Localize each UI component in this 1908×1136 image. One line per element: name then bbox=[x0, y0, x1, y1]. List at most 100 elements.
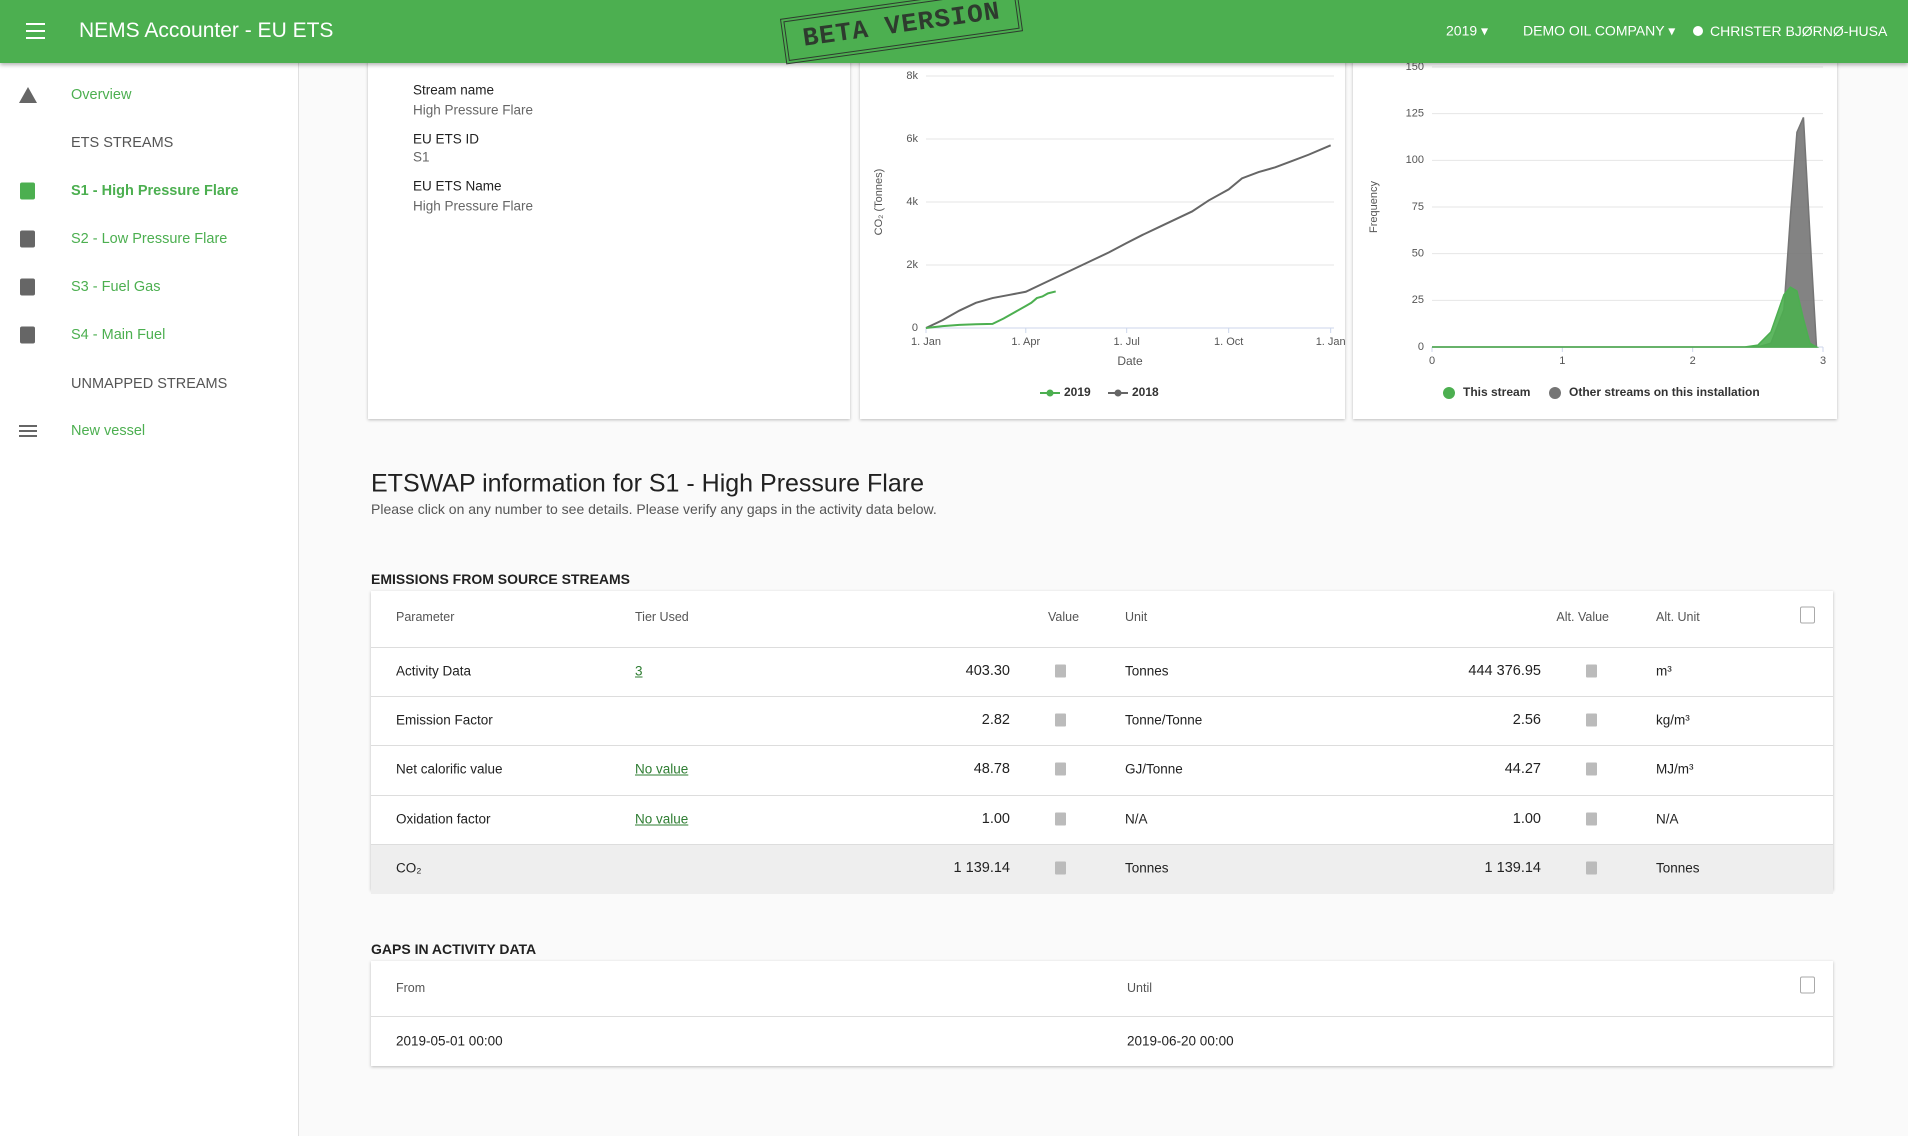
copy-icon[interactable] bbox=[1055, 861, 1066, 875]
y-tick-label: 0 bbox=[1418, 341, 1424, 353]
export-icon[interactable] bbox=[1800, 976, 1815, 994]
table-cell[interactable]: 2.82 bbox=[981, 712, 1010, 729]
gaps-table: From Until 2019-05-01 00:00 2019-06-20 00:0… bbox=[371, 961, 1833, 1066]
table-row bbox=[371, 843, 1833, 894]
table-cell: 2019-06-20 00:00 bbox=[1127, 1033, 1234, 1049]
year: 2019 bbox=[1446, 22, 1478, 39]
year-select[interactable]: 2019 ▾ bbox=[1446, 22, 1489, 39]
x-tick-label: 1. Jul bbox=[1114, 336, 1140, 348]
y-tick-label: 75 bbox=[1412, 201, 1424, 213]
table-cell: Tonnes bbox=[1125, 663, 1169, 679]
x-axis-title: Date bbox=[1117, 354, 1143, 368]
table-cell: N/A bbox=[1656, 811, 1679, 827]
table-row bbox=[371, 647, 1833, 697]
doc-icon bbox=[20, 326, 35, 344]
y-axis-title: CO₂ (Tonnes) bbox=[873, 169, 885, 236]
table-row bbox=[371, 794, 1833, 845]
y-tick-label: 25 bbox=[1412, 294, 1424, 306]
beta-stamp: BETA VERSION bbox=[779, 0, 1024, 65]
copy-icon[interactable] bbox=[1586, 861, 1597, 875]
copy-icon[interactable] bbox=[1586, 713, 1597, 727]
y-tick-label: 150 bbox=[1406, 61, 1424, 73]
table-cell[interactable]: 44.27 bbox=[1504, 761, 1541, 778]
copy-icon[interactable] bbox=[1055, 664, 1066, 678]
tier-link[interactable]: No value bbox=[635, 761, 689, 777]
series-line bbox=[925, 290, 1056, 329]
legend-label: Other streams on this installation bbox=[1569, 385, 1760, 399]
table-cell: kg/m³ bbox=[1656, 712, 1690, 728]
export-icon[interactable] bbox=[1800, 606, 1815, 624]
copy-icon[interactable] bbox=[1055, 713, 1066, 727]
table-cell[interactable]: 1 139.14 bbox=[953, 859, 1010, 876]
y-tick-label: 0 bbox=[912, 322, 918, 334]
x-tick-label: 2 bbox=[1690, 355, 1696, 367]
table-cell[interactable]: 2.56 bbox=[1512, 712, 1541, 729]
emissions-table: Parameter Tier Used Value Unit Alt. Value Alt… bbox=[371, 591, 1833, 894]
legend-marker bbox=[1046, 389, 1054, 397]
column-header: Parameter bbox=[396, 610, 455, 624]
y-tick-label: 50 bbox=[1412, 248, 1424, 260]
legend-marker bbox=[1114, 389, 1122, 397]
nav-link[interactable]: S1 - High Pressure Flare bbox=[71, 183, 239, 199]
field-label: EU ETS Name bbox=[413, 178, 502, 194]
table-cell: Net calorific value bbox=[396, 761, 503, 777]
doc-icon bbox=[20, 278, 35, 296]
column-header: Alt. Unit bbox=[1656, 610, 1700, 624]
table-cell[interactable]: 444 376.95 bbox=[1468, 663, 1541, 679]
x-tick-label: 1. Jan bbox=[1316, 336, 1346, 348]
column-header: Alt. Value bbox=[1556, 610, 1609, 624]
company-select[interactable]: DEMO OIL COMPANY ▾ bbox=[1523, 22, 1676, 39]
user-menu[interactable]: CHRISTER BJØRNØ-HUSA bbox=[1693, 23, 1887, 39]
copy-icon[interactable] bbox=[1586, 762, 1597, 776]
table-row bbox=[371, 696, 1833, 746]
copy-icon[interactable] bbox=[1055, 812, 1066, 826]
column-header: Tier Used bbox=[635, 610, 689, 624]
table-cell: Emission Factor bbox=[396, 712, 493, 728]
legend-marker bbox=[1549, 387, 1561, 399]
column-header: Until bbox=[1127, 981, 1153, 995]
menu-button[interactable] bbox=[26, 23, 45, 39]
column-header: Unit bbox=[1125, 610, 1148, 624]
doc-icon bbox=[20, 230, 35, 248]
table-cell: CO₂ bbox=[396, 860, 422, 876]
series-line bbox=[925, 144, 1332, 329]
table-cell[interactable]: 48.78 bbox=[973, 761, 1010, 778]
y-axis-title: Frequency bbox=[1368, 181, 1380, 233]
app-title: NEMS Accounter - EU ETS bbox=[79, 19, 334, 42]
table-cell: 2019-05-01 00:00 bbox=[396, 1033, 503, 1049]
field-value: S1 bbox=[413, 149, 430, 165]
table-cell: Oxidation factor bbox=[396, 811, 491, 827]
section-subtitle: Please click on any number to see detail… bbox=[371, 501, 937, 517]
nav-link[interactable]: Overview bbox=[71, 87, 132, 103]
table-row bbox=[371, 745, 1833, 795]
copy-icon[interactable] bbox=[1586, 664, 1597, 678]
tier-link[interactable]: 3 bbox=[635, 663, 643, 679]
table-cell[interactable]: 1.00 bbox=[1512, 810, 1541, 827]
table-cell: m³ bbox=[1656, 663, 1672, 679]
nav-link[interactable]: S2 - Low Pressure Flare bbox=[71, 231, 228, 247]
table-cell: MJ/m³ bbox=[1656, 761, 1694, 777]
series-area bbox=[1432, 286, 1820, 348]
y-tick-label: 6k bbox=[906, 133, 918, 145]
tier-link[interactable]: No value bbox=[635, 811, 689, 827]
table-cell: Tonnes bbox=[1656, 860, 1700, 876]
x-tick-label: 1. Jan bbox=[911, 336, 941, 348]
y-tick-label: 8k bbox=[906, 70, 918, 82]
table-cell[interactable]: 1.00 bbox=[981, 810, 1010, 827]
copy-icon[interactable] bbox=[1055, 762, 1066, 776]
table-cell[interactable]: 1 139.14 bbox=[1484, 859, 1541, 876]
nav-link[interactable]: S3 - Fuel Gas bbox=[71, 279, 161, 295]
distribution-card bbox=[1353, 0, 1837, 419]
x-tick-label: 0 bbox=[1429, 355, 1435, 367]
field-label: Stream name bbox=[413, 82, 495, 98]
copy-icon[interactable] bbox=[1586, 812, 1597, 826]
nav-link[interactable]: New vessel bbox=[71, 423, 146, 439]
table-title: GAPS IN ACTIVITY DATA bbox=[371, 941, 537, 957]
table-cell[interactable]: 403.30 bbox=[965, 663, 1010, 679]
legend-label: 2019 bbox=[1064, 385, 1091, 399]
table-row bbox=[371, 1016, 1833, 1067]
nav-link[interactable]: S4 - Main Fuel bbox=[71, 327, 166, 343]
sidebar: Overview ETS STREAMS S1 - High Pressure Fl… bbox=[0, 63, 299, 1136]
